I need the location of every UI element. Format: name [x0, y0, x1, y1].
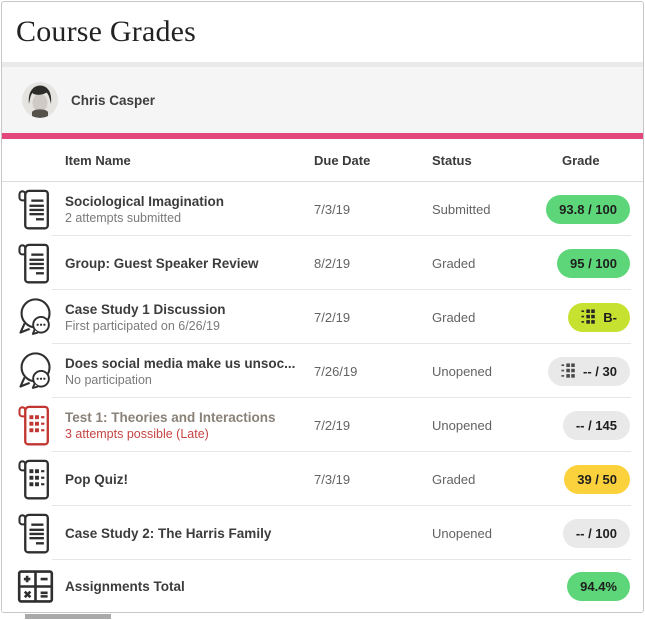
item-title: Assignments Total	[65, 578, 185, 594]
table-row[interactable]: Does social media make us unsoc... No pa…	[2, 344, 643, 398]
assignment-icon	[15, 188, 56, 231]
item-title: Sociological Imagination	[65, 193, 225, 209]
item-title: Case Study 2: The Harris Family	[65, 525, 272, 541]
grade-value: 39 / 50	[577, 471, 617, 487]
column-header-grade: Grade	[562, 152, 600, 168]
calculator-icon	[15, 566, 56, 607]
scrollbar-fragment	[25, 614, 111, 619]
item-icon-cell	[2, 512, 52, 555]
grade-pill[interactable]: -- / 100	[562, 518, 630, 548]
grade-cell: 39 / 50	[544, 464, 643, 494]
grade-pill[interactable]: B-	[568, 302, 630, 332]
grade-pill[interactable]: 95 / 100	[557, 248, 630, 278]
item-status: Graded	[432, 255, 476, 271]
table-row[interactable]: Pop Quiz! 7/3/19 Graded 39 / 50	[2, 452, 643, 506]
table-row[interactable]: Assignments Total 94.4%	[2, 560, 643, 612]
item-title: Group: Guest Speaker Review	[65, 255, 259, 271]
item-subtitle: 2 attempts submitted	[65, 210, 182, 225]
item-icon-cell	[2, 296, 52, 338]
item-subtitle: First participated on 6/26/19	[65, 318, 220, 333]
item-name-cell: Case Study 2: The Harris Family	[52, 526, 314, 541]
accent-bar	[2, 133, 643, 139]
grade-value: 95 / 100	[570, 255, 617, 271]
table-row[interactable]: Case Study 1 Discussion First participat…	[2, 290, 643, 344]
student-name: Chris Casper	[71, 92, 156, 108]
grade-cell: -- / 145	[544, 410, 643, 440]
item-status: Submitted	[432, 201, 491, 217]
grade-value: -- / 100	[575, 525, 617, 541]
item-name-cell: Sociological Imagination 2 attempts subm…	[52, 194, 314, 225]
item-status: Unopened	[432, 525, 492, 541]
test-icon	[15, 458, 56, 501]
item-name-cell: Pop Quiz!	[52, 472, 314, 487]
item-status: Unopened	[432, 363, 492, 379]
item-icon-cell	[2, 350, 52, 392]
item-name-cell: Assignments Total	[52, 579, 314, 594]
grade-cell: 94.4%	[544, 571, 643, 601]
item-due-date: 8/2/19	[314, 255, 351, 271]
item-name-cell: Test 1: Theories and Interactions 3 atte…	[52, 410, 314, 441]
grade-pill[interactable]: 93.8 / 100	[546, 194, 630, 224]
item-name-cell: Group: Guest Speaker Review	[52, 256, 314, 271]
item-icon-cell	[2, 188, 52, 231]
item-title: Test 1: Theories and Interactions	[65, 409, 276, 425]
page-title: Course Grades	[16, 15, 197, 48]
avatar	[22, 82, 58, 118]
table-row[interactable]: Test 1: Theories and Interactions 3 atte…	[2, 398, 643, 452]
grade-value: -- / 145	[575, 417, 617, 433]
rubric-icon	[581, 309, 597, 325]
item-name-cell: Case Study 1 Discussion First participat…	[52, 302, 314, 333]
discussion-icon	[15, 296, 57, 338]
grade-value: -- / 30	[583, 363, 617, 379]
table-row[interactable]: Group: Guest Speaker Review 8/2/19 Grade…	[2, 236, 643, 290]
item-due-date: 7/2/19	[314, 417, 351, 433]
test-red-icon	[15, 404, 56, 447]
assignment-icon	[15, 512, 56, 555]
grade-pill[interactable]: 94.4%	[567, 571, 630, 601]
rubric-icon	[561, 363, 577, 379]
grade-value: B-	[603, 309, 617, 325]
column-header-due-date: Due Date	[314, 152, 371, 168]
column-header-status: Status	[432, 152, 472, 168]
grade-value: 94.4%	[580, 578, 617, 594]
item-status: Graded	[432, 309, 476, 325]
column-header-item-name: Item Name	[65, 152, 131, 168]
item-title: Case Study 1 Discussion	[65, 301, 226, 317]
grade-cell: B-	[544, 302, 643, 332]
grade-value: 93.8 / 100	[559, 201, 617, 217]
grade-cell: 95 / 100	[544, 248, 643, 278]
item-subtitle: No participation	[65, 372, 152, 387]
grade-cell: -- / 30	[544, 356, 643, 386]
table-row[interactable]: Case Study 2: The Harris Family Unopened…	[2, 506, 643, 560]
grade-pill[interactable]: -- / 30	[548, 356, 630, 386]
item-due-date: 7/3/19	[314, 471, 351, 487]
discussion-icon	[15, 350, 57, 392]
item-due-date: 7/26/19	[314, 363, 358, 379]
grade-pill[interactable]: -- / 145	[562, 410, 630, 440]
item-subtitle: 3 attempts possible (Late)	[65, 426, 209, 441]
item-icon-cell	[2, 242, 52, 285]
header-divider	[2, 62, 643, 67]
item-icon-cell	[2, 404, 52, 447]
item-due-date: 7/2/19	[314, 309, 351, 325]
grade-cell: 93.8 / 100	[544, 194, 643, 224]
assignment-icon	[15, 242, 56, 285]
grade-cell: -- / 100	[544, 518, 643, 548]
table-row[interactable]: Sociological Imagination 2 attempts subm…	[2, 182, 643, 236]
table-header: Item Name Due Date Status Grade	[2, 139, 643, 182]
page-header: Course Grades	[2, 2, 643, 62]
item-status: Unopened	[432, 417, 492, 433]
item-title: Pop Quiz!	[65, 471, 128, 487]
grades-table-body: Sociological Imagination 2 attempts subm…	[2, 182, 643, 612]
item-icon-cell	[2, 458, 52, 501]
student-bar: Chris Casper	[2, 67, 643, 133]
item-due-date: 7/3/19	[314, 201, 351, 217]
item-status: Graded	[432, 471, 476, 487]
item-icon-cell	[2, 566, 54, 607]
item-name-cell: Does social media make us unsoc... No pa…	[52, 356, 314, 387]
item-title: Does social media make us unsoc...	[65, 355, 296, 371]
grade-pill[interactable]: 39 / 50	[564, 464, 630, 494]
